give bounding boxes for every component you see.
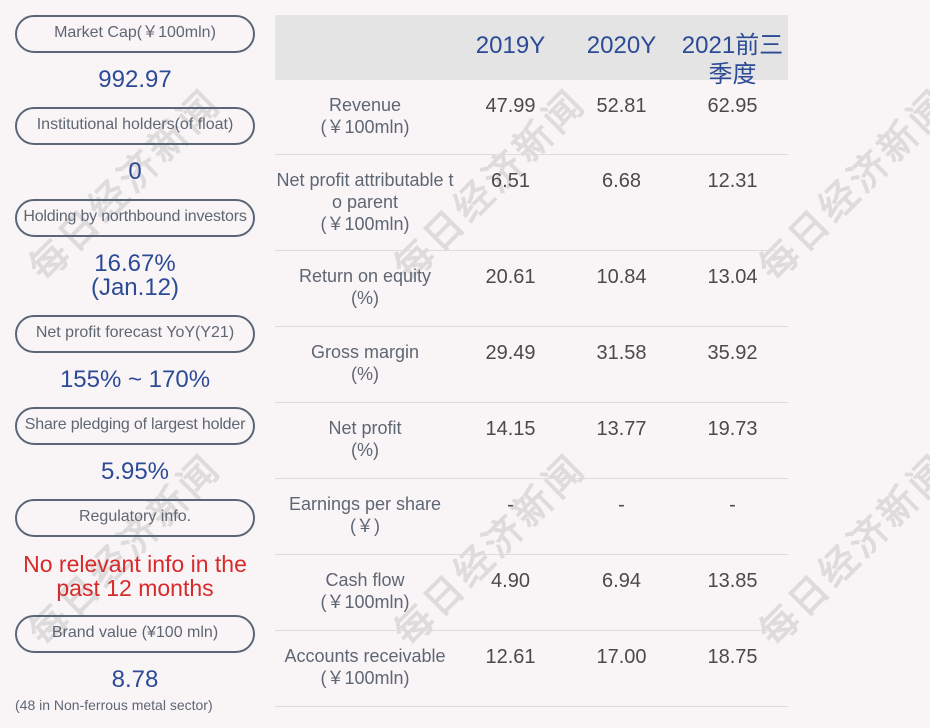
row-label: Net profit (%) bbox=[275, 417, 455, 461]
column-header-2019: 2019Y bbox=[475, 32, 546, 59]
table-row: Cash flow (￥100mln) 4.90 6.94 13.85 bbox=[275, 555, 788, 631]
table-cell: 31.58 bbox=[596, 342, 647, 364]
table-cell: 14.15 bbox=[485, 418, 536, 440]
table-cell: 18.75 bbox=[707, 646, 758, 668]
row-label-text: Accounts receivable bbox=[284, 646, 446, 666]
row-label: Earnings per share (￥) bbox=[275, 493, 455, 537]
northbound-holding-date: (Jan.12) bbox=[90, 274, 180, 301]
row-label: Cash flow (￥100mln) bbox=[275, 569, 455, 613]
row-label: Revenue (￥100mln) bbox=[275, 94, 455, 138]
row-unit: (￥100mln) bbox=[320, 592, 410, 612]
table-cell: 62.95 bbox=[707, 95, 758, 117]
share-pledging-label: Share pledging of largest holder bbox=[15, 407, 255, 445]
table-cell: 17.00 bbox=[596, 646, 647, 668]
table-row: Earnings per share (￥) - - - bbox=[275, 479, 788, 555]
brand-value-label: Brand value (¥100 mln) bbox=[15, 615, 255, 653]
row-label-text: Earnings per share bbox=[288, 494, 442, 514]
row-label-text: Gross margin bbox=[310, 342, 420, 362]
table-cell: - bbox=[618, 494, 625, 516]
table-cell: 47.99 bbox=[485, 95, 536, 117]
northbound-holding-label: Holding by northbound investors bbox=[15, 199, 255, 237]
row-unit: (￥) bbox=[350, 516, 380, 536]
table-cell: 12.61 bbox=[485, 646, 536, 668]
table-cell: - bbox=[507, 494, 514, 516]
table-row: Net profit (%) 14.15 13.77 19.73 bbox=[275, 403, 788, 479]
net-profit-forecast-label: Net profit forecast YoY(Y21) bbox=[15, 315, 255, 353]
row-label: Gross margin (%) bbox=[275, 341, 455, 385]
table-cell: 35.92 bbox=[707, 342, 758, 364]
row-unit: (%) bbox=[351, 288, 379, 308]
table-row: Revenue (￥100mln) 47.99 52.81 62.95 bbox=[275, 80, 788, 155]
row-label-text: Net profit attributable to parent bbox=[276, 170, 454, 212]
table-cell: 20.61 bbox=[485, 266, 536, 288]
column-header-2021q3: 2021前三季度 bbox=[681, 32, 784, 88]
table-cell: 13.85 bbox=[707, 570, 758, 592]
financial-table: 2019Y 2020Y 2021前三季度 Revenue (￥100mln) 4… bbox=[275, 15, 788, 707]
table-cell: 52.81 bbox=[596, 95, 647, 117]
row-unit: (￥100mln) bbox=[320, 214, 410, 234]
table-row: Accounts receivable (￥100mln) 12.61 17.0… bbox=[275, 631, 788, 707]
row-label-text: Net profit bbox=[328, 418, 402, 438]
table-row: Return on equity (%) 20.61 10.84 13.04 bbox=[275, 251, 788, 327]
brand-value-value: 8.78 bbox=[111, 666, 159, 693]
northbound-holding-value: 16.67% bbox=[94, 250, 176, 277]
table-cell: - bbox=[729, 494, 736, 516]
table-cell: 6.94 bbox=[602, 570, 641, 592]
table-cell: 4.90 bbox=[491, 570, 530, 592]
row-unit: (%) bbox=[351, 364, 379, 384]
table-cell: 19.73 bbox=[707, 418, 758, 440]
row-unit: (%) bbox=[351, 440, 379, 460]
institutional-holders-label: Institutional holders(of float) bbox=[15, 107, 255, 145]
table-row: Net profit attributable to parent (￥100m… bbox=[275, 155, 788, 251]
column-header-2020: 2020Y bbox=[586, 32, 657, 59]
row-label-text: Revenue bbox=[328, 95, 402, 115]
table-cell: 6.68 bbox=[602, 170, 641, 192]
row-label-text: Cash flow bbox=[325, 570, 405, 590]
table-cell: 29.49 bbox=[485, 342, 536, 364]
row-unit: (￥100mln) bbox=[320, 117, 410, 137]
brand-value-note: (48 in Non-ferrous metal sector) bbox=[15, 697, 213, 713]
share-pledging-value: 5.95% bbox=[100, 458, 170, 485]
table-header: 2019Y 2020Y 2021前三季度 bbox=[275, 15, 788, 88]
table-cell: 13.04 bbox=[707, 266, 758, 288]
table-cell: 10.84 bbox=[596, 266, 647, 288]
table-cell: 6.51 bbox=[491, 170, 530, 192]
row-unit: (￥100mln) bbox=[320, 668, 410, 688]
institutional-holders-value: 0 bbox=[128, 158, 142, 185]
row-label-text: Return on equity bbox=[298, 266, 432, 286]
net-profit-forecast-value: 155% ~ 170% bbox=[59, 366, 211, 393]
metrics-panel: Market Cap(￥100mln) 992.97 Institutional… bbox=[0, 0, 270, 728]
market-cap-value: 992.97 bbox=[98, 66, 172, 93]
regulatory-info-value-line2: past 12 months bbox=[56, 575, 214, 601]
table-cell: 12.31 bbox=[707, 170, 758, 192]
row-label: Return on equity (%) bbox=[275, 265, 455, 309]
market-cap-label: Market Cap(￥100mln) bbox=[15, 15, 255, 53]
table-cell: 13.77 bbox=[596, 418, 647, 440]
table-row: Gross margin (%) 29.49 31.58 35.92 bbox=[275, 327, 788, 403]
regulatory-info-value: No relevant info in the bbox=[23, 551, 247, 577]
row-label: Net profit attributable to parent (￥100m… bbox=[275, 169, 455, 235]
regulatory-info-label: Regulatory info. bbox=[15, 499, 255, 537]
row-label: Accounts receivable (￥100mln) bbox=[275, 645, 455, 689]
